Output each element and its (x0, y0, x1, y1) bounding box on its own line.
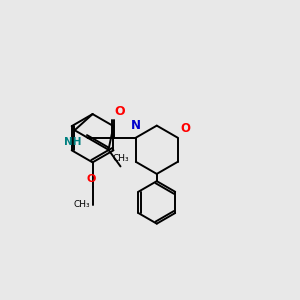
Text: CH₃: CH₃ (73, 200, 90, 209)
Text: O: O (180, 122, 190, 135)
Text: O: O (115, 105, 125, 118)
Text: NH: NH (64, 137, 82, 147)
Text: CH₃: CH₃ (112, 154, 129, 163)
Text: N: N (131, 119, 141, 132)
Text: O: O (86, 174, 96, 184)
